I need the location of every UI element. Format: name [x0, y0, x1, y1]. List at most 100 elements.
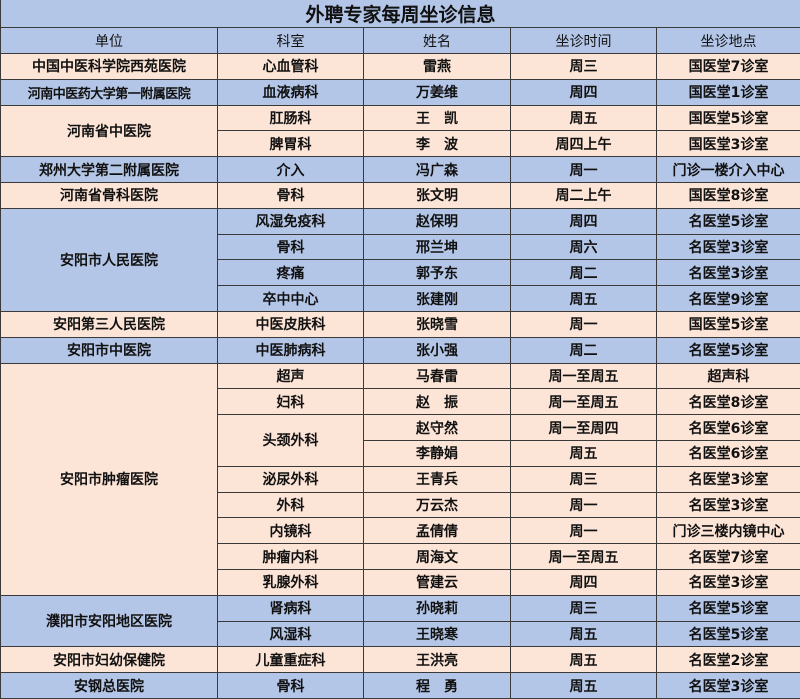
location-cell: 名医堂3诊室	[657, 260, 800, 286]
doctor-name-cell: 万姜维	[364, 79, 511, 105]
time-cell: 周一至周五	[511, 389, 657, 415]
column-header-unit: 单位	[1, 28, 218, 54]
location-cell: 名医堂3诊室	[657, 234, 800, 260]
location-cell: 国医堂8诊室	[657, 182, 800, 208]
department-cell: 乳腺外科	[218, 569, 364, 595]
doctor-name-cell: 程 勇	[364, 673, 511, 699]
doctor-name-cell: 马春雷	[364, 363, 511, 389]
time-cell: 周六	[511, 234, 657, 260]
table-row: 安阳市妇幼保健院儿童重症科王洪亮周五名医堂2诊室	[1, 647, 800, 673]
column-header-department: 科室	[218, 28, 364, 54]
doctor-name-cell: 管建云	[364, 569, 511, 595]
location-cell: 名医堂3诊室	[657, 466, 800, 492]
doctor-name-cell: 王洪亮	[364, 647, 511, 673]
unit-cell: 安阳市妇幼保健院	[1, 647, 218, 673]
department-cell: 卒中中心	[218, 286, 364, 312]
time-cell: 周三	[511, 595, 657, 621]
table-row: 河南中医药大学第一附属医院血液病科万姜维周四国医堂1诊室	[1, 79, 800, 105]
time-cell: 周二	[511, 337, 657, 363]
location-cell: 名医堂7诊室	[657, 544, 800, 570]
table-row: 安钢总医院骨科程 勇周五名医堂3诊室	[1, 673, 800, 699]
time-cell: 周五	[511, 440, 657, 466]
location-cell: 名医堂6诊室	[657, 440, 800, 466]
time-cell: 周四	[511, 208, 657, 234]
column-header-time: 坐诊时间	[511, 28, 657, 54]
time-cell: 周二上午	[511, 182, 657, 208]
doctor-name-cell: 王 凯	[364, 105, 511, 131]
unit-cell: 安阳市人民医院	[1, 208, 218, 311]
department-cell: 内镜科	[218, 518, 364, 544]
table-row: 河南省骨科医院骨科张文明周二上午国医堂8诊室	[1, 182, 800, 208]
doctor-name-cell: 赵保明	[364, 208, 511, 234]
unit-cell: 安阳市中医院	[1, 337, 218, 363]
time-cell: 周一	[511, 157, 657, 183]
location-cell: 门诊一楼介入中心	[657, 157, 800, 183]
department-cell: 风湿科	[218, 621, 364, 647]
time-cell: 周五	[511, 673, 657, 699]
time-cell: 周四	[511, 569, 657, 595]
location-cell: 门诊三楼内镜中心	[657, 518, 800, 544]
doctor-name-cell: 冯广森	[364, 157, 511, 183]
department-cell: 头颈外科	[218, 415, 364, 467]
table-row: 安阳市人民医院风湿免疫科赵保明周四名医堂5诊室	[1, 208, 800, 234]
department-cell: 外科	[218, 492, 364, 518]
department-cell: 骨科	[218, 182, 364, 208]
time-cell: 周五	[511, 621, 657, 647]
department-cell: 肛肠科	[218, 105, 364, 131]
doctor-name-cell: 王青兵	[364, 466, 511, 492]
doctor-name-cell: 周海文	[364, 544, 511, 570]
doctor-name-cell: 张晓雪	[364, 311, 511, 337]
location-cell: 名医堂6诊室	[657, 415, 800, 441]
department-cell: 中医肺病科	[218, 337, 364, 363]
time-cell: 周五	[511, 647, 657, 673]
doctor-name-cell: 孙晓莉	[364, 595, 511, 621]
department-cell: 儿童重症科	[218, 647, 364, 673]
time-cell: 周一至周五	[511, 363, 657, 389]
time-cell: 周一至周四	[511, 415, 657, 441]
unit-cell: 安钢总医院	[1, 673, 218, 699]
table-row: 中国中医科学院西苑医院心血管科雷燕周三国医堂7诊室	[1, 54, 800, 80]
location-cell: 名医堂2诊室	[657, 647, 800, 673]
doctor-name-cell: 郭予东	[364, 260, 511, 286]
department-cell: 疼痛	[218, 260, 364, 286]
doctor-name-cell: 赵守然	[364, 415, 511, 441]
unit-cell: 河南省中医院	[1, 105, 218, 157]
time-cell: 周三	[511, 54, 657, 80]
department-cell: 介入	[218, 157, 364, 183]
doctor-name-cell: 赵 振	[364, 389, 511, 415]
table-row: 安阳市中医院中医肺病科张小强周二名医堂5诊室	[1, 337, 800, 363]
table-row: 郑州大学第二附属医院介入冯广森周一门诊一楼介入中心	[1, 157, 800, 183]
location-cell: 名医堂3诊室	[657, 492, 800, 518]
location-cell: 国医堂1诊室	[657, 79, 800, 105]
location-cell: 名医堂3诊室	[657, 569, 800, 595]
time-cell: 周三	[511, 466, 657, 492]
unit-cell: 河南中医药大学第一附属医院	[1, 79, 218, 105]
location-cell: 国医堂7诊室	[657, 54, 800, 80]
time-cell: 周二	[511, 260, 657, 286]
table-row: 安阳第三人民医院中医皮肤科张晓雪周一国医堂5诊室	[1, 311, 800, 337]
table-row: 河南省中医院肛肠科王 凯周五国医堂5诊室	[1, 105, 800, 131]
unit-cell: 河南省骨科医院	[1, 182, 218, 208]
department-cell: 超声	[218, 363, 364, 389]
unit-cell: 安阳市肿瘤医院	[1, 363, 218, 595]
department-cell: 肾病科	[218, 595, 364, 621]
location-cell: 名医堂3诊室	[657, 673, 800, 699]
location-cell: 名医堂8诊室	[657, 389, 800, 415]
location-cell: 名医堂9诊室	[657, 286, 800, 312]
unit-cell: 濮阳市安阳地区医院	[1, 595, 218, 647]
doctor-name-cell: 张建刚	[364, 286, 511, 312]
time-cell: 周一至周五	[511, 544, 657, 570]
department-cell: 妇科	[218, 389, 364, 415]
doctor-name-cell: 万云杰	[364, 492, 511, 518]
page-title: 外聘专家每周坐诊信息	[1, 0, 800, 28]
location-cell: 名医堂5诊室	[657, 621, 800, 647]
unit-cell: 郑州大学第二附属医院	[1, 157, 218, 183]
location-cell: 名医堂5诊室	[657, 595, 800, 621]
department-cell: 骨科	[218, 673, 364, 699]
table-header: 单位 科室 姓名 坐诊时间 坐诊地点	[1, 28, 800, 54]
time-cell: 周四	[511, 79, 657, 105]
location-cell: 超声科	[657, 363, 800, 389]
department-cell: 骨科	[218, 234, 364, 260]
doctor-name-cell: 张文明	[364, 182, 511, 208]
